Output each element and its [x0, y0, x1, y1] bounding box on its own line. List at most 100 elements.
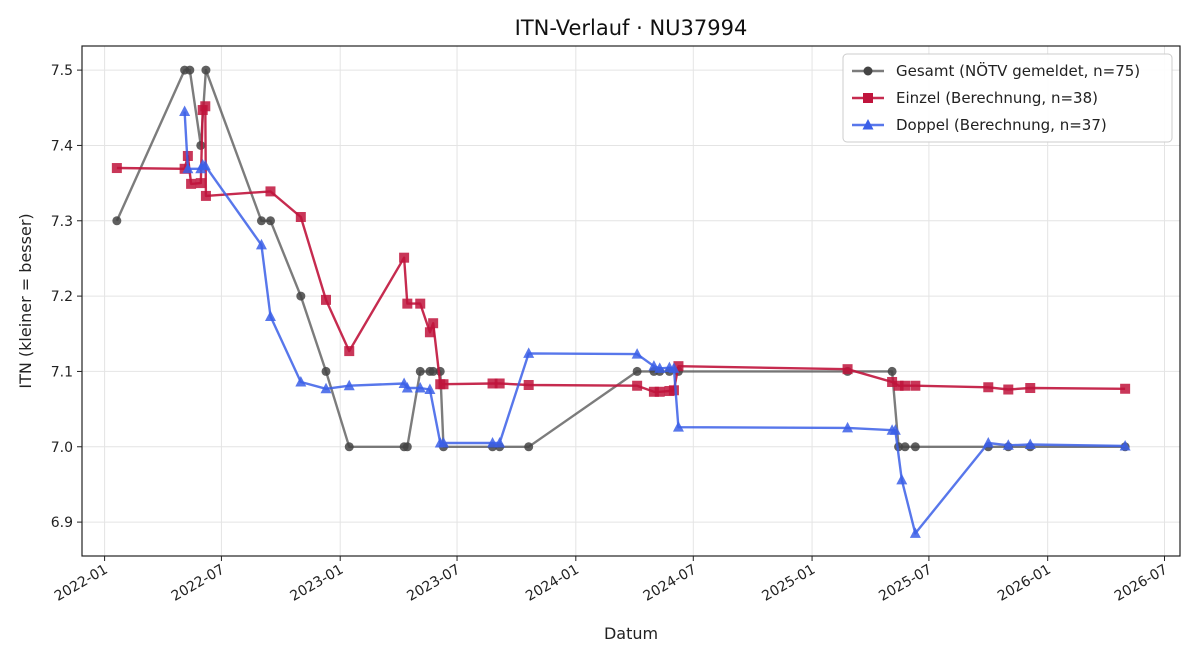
- plot-frame: [81, 45, 1181, 557]
- data-point: [200, 190, 211, 201]
- x-tick-label: 2023-07: [404, 562, 463, 605]
- data-point: [842, 421, 854, 433]
- data-point: [494, 437, 506, 448]
- data-point: [900, 380, 911, 391]
- data-point: [668, 385, 679, 396]
- data-point: [321, 294, 331, 305]
- data-point: [672, 421, 684, 432]
- data-point: [186, 178, 197, 189]
- legend-box: [842, 53, 1173, 143]
- data-point: [201, 65, 211, 75]
- data-point: [437, 437, 449, 448]
- x-tick-label: 2022-07: [169, 562, 228, 605]
- data-point: [199, 159, 211, 171]
- y-tick-label: 6.9: [51, 515, 73, 531]
- legend-label: Einzel (Berechnung, n=38): [896, 89, 1098, 107]
- data-point: [494, 378, 505, 389]
- data-point: [438, 379, 449, 390]
- data-point: [428, 318, 439, 329]
- x-tick-label: 2025-01: [759, 562, 818, 605]
- data-point: [182, 162, 194, 174]
- data-point: [487, 378, 498, 389]
- series-1: [111, 101, 1131, 397]
- y-tick-label: 7.4: [51, 138, 73, 154]
- y-tick-label: 7.5: [51, 63, 73, 79]
- data-point: [402, 442, 412, 452]
- data-point: [402, 298, 413, 309]
- y-axis-label: ITN (kleiner = besser): [16, 213, 35, 388]
- data-point: [1003, 384, 1014, 395]
- data-point: [887, 366, 897, 376]
- x-tick-label: 2024-07: [641, 562, 700, 605]
- x-tick-label: 2025-07: [876, 562, 935, 605]
- data-point: [668, 362, 680, 373]
- ticks: 2022-01 2022-07 2023-01 2023-07 2024-01 2024-…: [51, 63, 1171, 605]
- data-point: [321, 366, 331, 376]
- series-line: [183, 111, 1126, 535]
- data-point: [487, 437, 499, 448]
- data-point: [179, 163, 190, 174]
- data-point: [295, 212, 306, 223]
- data-point: [1120, 383, 1131, 394]
- legend-marker: [862, 119, 874, 130]
- data-point: [524, 442, 534, 452]
- data-point: [523, 379, 534, 390]
- data-point: [523, 347, 535, 358]
- y-tick-label: 7.0: [51, 440, 73, 456]
- data-point: [179, 105, 191, 117]
- data-point: [632, 380, 643, 391]
- data-point: [631, 348, 643, 359]
- data-point: [185, 65, 195, 75]
- data-point: [648, 360, 660, 371]
- data-point: [1002, 439, 1014, 450]
- data-point: [654, 362, 666, 373]
- data-point: [632, 366, 642, 376]
- legend-marker: [863, 66, 873, 76]
- data-point: [896, 473, 908, 485]
- data-point: [344, 346, 355, 357]
- data-point: [295, 375, 307, 387]
- data-point: [264, 310, 276, 321]
- data-point: [900, 442, 910, 452]
- x-tick-label: 2026-07: [1112, 562, 1171, 605]
- data-point: [195, 178, 206, 189]
- grid: [82, 46, 1180, 556]
- data-point: [673, 361, 684, 372]
- data-point: [889, 424, 901, 435]
- data-point: [320, 382, 332, 394]
- data-point: [909, 527, 921, 538]
- series-2: [179, 105, 1131, 538]
- data-point: [910, 442, 920, 452]
- data-point: [296, 291, 306, 301]
- data-point: [982, 437, 994, 448]
- data-point: [1025, 383, 1036, 394]
- x-tick-label: 2026-01: [995, 562, 1054, 605]
- x-tick-label: 2023-01: [288, 562, 347, 605]
- data-point: [200, 101, 211, 112]
- data-point: [428, 366, 438, 376]
- x-tick-label: 2022-01: [52, 562, 111, 605]
- data-point: [893, 380, 904, 391]
- data-point: [414, 382, 426, 393]
- data-point: [910, 380, 921, 391]
- data-point: [1024, 438, 1036, 450]
- legend-label: Doppel (Berechnung, n=37): [896, 116, 1107, 134]
- data-point: [983, 382, 994, 393]
- series-layer: [111, 65, 1131, 538]
- data-point: [343, 379, 355, 391]
- legend-label: Gesamt (NÖTV gemeldet, n=75): [896, 61, 1140, 80]
- data-point: [842, 364, 853, 375]
- y-tick-label: 7.2: [51, 289, 73, 305]
- data-point: [424, 383, 436, 395]
- y-tick-label: 7.3: [51, 214, 73, 230]
- data-point: [401, 382, 413, 393]
- data-point: [654, 386, 665, 397]
- y-tick-label: 7.1: [51, 364, 73, 380]
- data-point: [255, 238, 267, 250]
- data-point: [415, 366, 425, 376]
- legend: Gesamt (NÖTV gemeldet, n=75) Einzel (Bere…: [842, 53, 1173, 143]
- legend-marker: [863, 93, 873, 103]
- data-point: [1119, 440, 1131, 451]
- data-point: [415, 298, 426, 309]
